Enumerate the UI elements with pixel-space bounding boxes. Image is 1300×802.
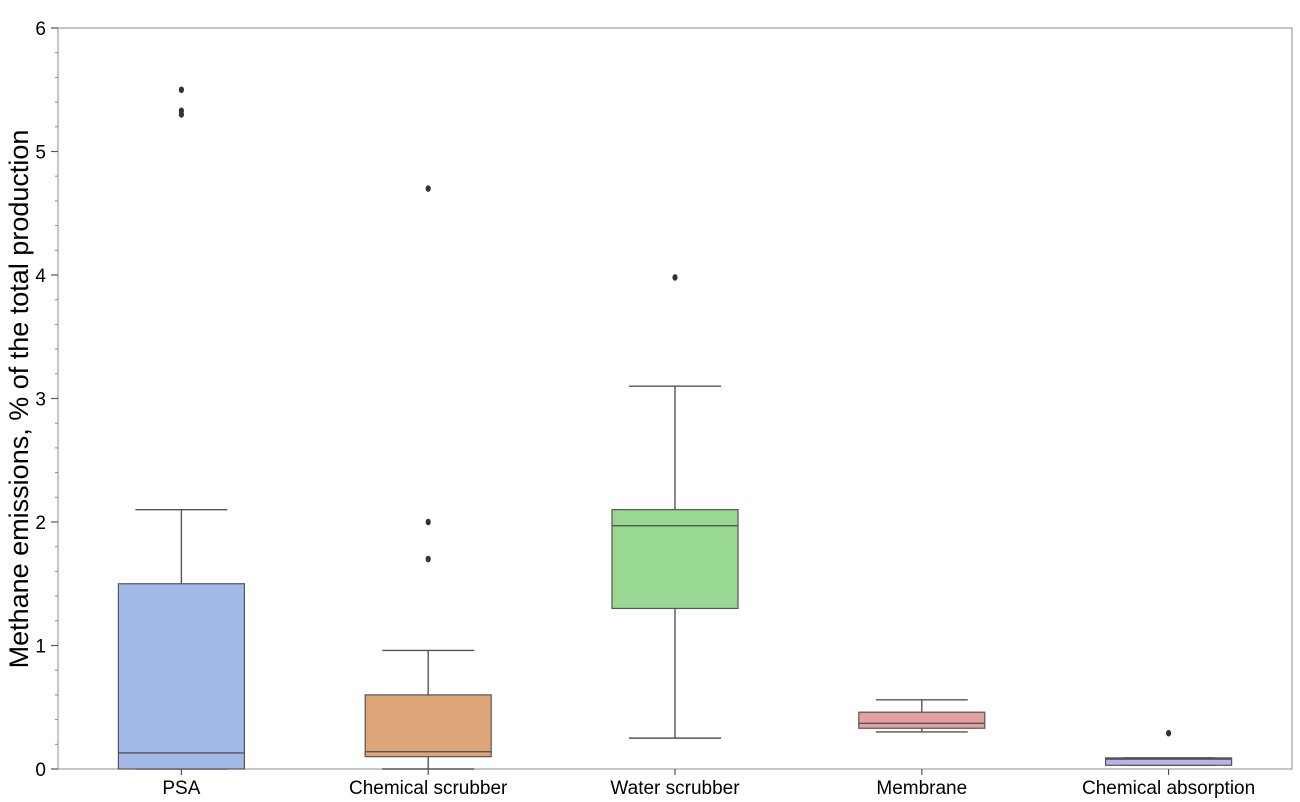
x-category-label: Chemical scrubber bbox=[349, 778, 508, 799]
x-category-label: Water scrubber bbox=[610, 778, 740, 799]
box-iqr bbox=[364, 694, 492, 758]
x-category-label: PSA bbox=[162, 778, 200, 799]
y-tick-label: 0 bbox=[35, 760, 46, 781]
outlier-point bbox=[672, 274, 678, 281]
box-group-water-scrubber bbox=[611, 274, 739, 739]
box-group-membrane bbox=[858, 699, 986, 733]
outlier-point bbox=[178, 86, 184, 94]
outlier-point bbox=[178, 107, 184, 115]
box-iqr bbox=[858, 711, 986, 729]
boxes bbox=[117, 86, 1233, 770]
y-tick-label: 5 bbox=[35, 143, 46, 164]
y-tick-label: 1 bbox=[35, 637, 46, 658]
y-tick-label: 4 bbox=[35, 266, 46, 287]
outlier-point bbox=[425, 185, 431, 192]
box-iqr bbox=[611, 509, 739, 610]
x-category-label: Chemical absorption bbox=[1082, 778, 1255, 799]
outlier-point bbox=[425, 555, 431, 563]
y-axis-title: Methane emissions, % of the total produc… bbox=[4, 130, 34, 669]
y-tick-label: 6 bbox=[35, 19, 46, 40]
x-category-label: Membrane bbox=[876, 778, 967, 799]
y-tick-label: 2 bbox=[35, 513, 46, 534]
box-group-chemical-scrubber bbox=[364, 185, 492, 770]
x-axis-category-labels: PSA Chemical scrubber Water scrubber Membra… bbox=[162, 769, 1255, 799]
outlier-point bbox=[1166, 729, 1172, 737]
box-group-chemical-absorption bbox=[1104, 729, 1233, 766]
y-axis-ticks: 0 1 2 3 4 5 6 bbox=[35, 19, 58, 781]
y-axis-minor-ticks bbox=[55, 27, 58, 770]
box-iqr bbox=[1104, 757, 1233, 766]
box-iqr bbox=[117, 583, 246, 770]
box-group-psa bbox=[117, 86, 246, 770]
outlier-point bbox=[425, 518, 431, 526]
y-tick-label: 3 bbox=[35, 390, 46, 411]
